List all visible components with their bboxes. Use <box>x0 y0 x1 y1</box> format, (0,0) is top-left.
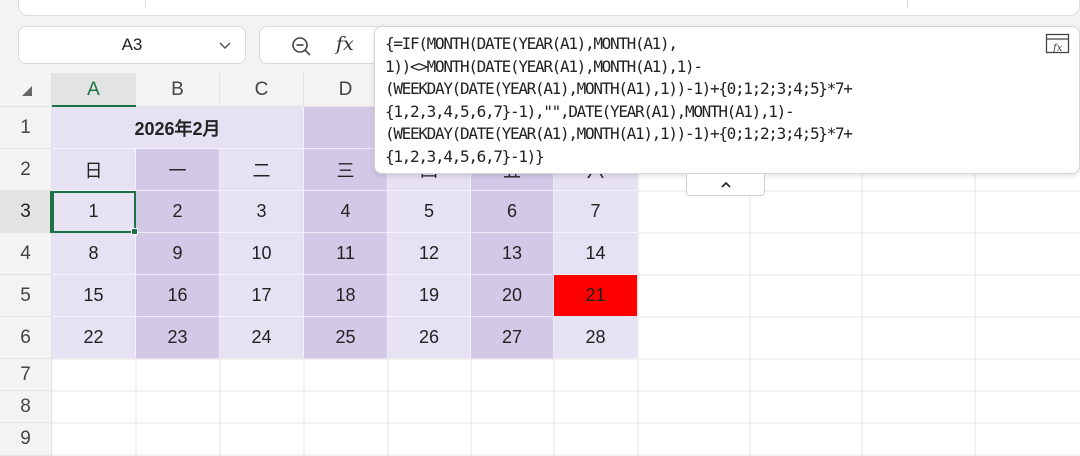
column-header-b[interactable]: B <box>136 73 220 107</box>
formula-text[interactable]: {=IF(MONTH(DATE(YEAR(A1),MONTH(A1), 1))<… <box>385 33 853 168</box>
name-box-value: A3 <box>121 35 143 54</box>
row-header-6[interactable]: 6 <box>0 317 52 359</box>
formula-line: {1,2,3,4,5,6,7}-1),"",DATE(YEAR(A1),MONT… <box>385 101 795 121</box>
top-toolbar-strip <box>18 0 1080 16</box>
column-header-c[interactable]: C <box>220 73 304 107</box>
spreadsheet-grid[interactable]: A B C D 1 2 3 4 5 6 7 8 9 2026年2月 日 一 二 … <box>0 73 1080 456</box>
formula-line: (WEEKDAY(DATE(YEAR(A1),MONTH(A1),1))-1)+… <box>385 124 853 143</box>
row-header-1[interactable]: 1 <box>0 107 52 149</box>
date-cell[interactable]: 28 <box>554 317 638 359</box>
zoom-icon[interactable] <box>290 35 312 57</box>
date-cell[interactable]: 24 <box>220 317 304 359</box>
date-cell[interactable]: 23 <box>136 317 220 359</box>
date-cell[interactable]: 15 <box>52 275 136 317</box>
date-cell[interactable]: 8 <box>52 233 136 275</box>
date-cell[interactable]: 11 <box>304 233 388 275</box>
formula-line: 1))<>MONTH(DATE(YEAR(A1),MONTH(A1),1)- <box>385 56 703 76</box>
fx-expand-icon[interactable]: fx <box>1045 33 1071 55</box>
chevron-up-icon <box>720 181 731 188</box>
date-cell[interactable]: 27 <box>471 317 554 359</box>
weekday-header[interactable]: 二 <box>220 149 304 191</box>
calendar-title-cell[interactable]: 2026年2月 <box>52 107 304 149</box>
select-all-corner[interactable] <box>0 73 52 107</box>
date-cell[interactable]: 2 <box>136 191 220 233</box>
date-cell[interactable]: 18 <box>304 275 388 317</box>
date-cell[interactable]: 20 <box>471 275 554 317</box>
date-cell[interactable]: 26 <box>388 317 471 359</box>
row-header-3[interactable]: 3 <box>0 191 52 233</box>
row-header-8[interactable]: 8 <box>0 391 52 423</box>
date-cell[interactable]: 19 <box>388 275 471 317</box>
formula-bar[interactable]: {=IF(MONTH(DATE(YEAR(A1),MONTH(A1), 1))<… <box>374 26 1080 174</box>
date-cell[interactable]: 16 <box>136 275 220 317</box>
insert-function-button[interactable]: fx <box>336 33 354 55</box>
formula-line: (WEEKDAY(DATE(YEAR(A1),MONTH(A1),1))-1)+… <box>385 79 853 98</box>
weekday-header[interactable]: 一 <box>136 149 220 191</box>
selected-column-indicator <box>52 105 136 107</box>
toolbar-divider <box>907 0 908 8</box>
row-header-7[interactable]: 7 <box>0 359 52 391</box>
select-all-triangle-icon <box>22 86 32 96</box>
svg-text:fx: fx <box>1052 43 1063 54</box>
formula-bar-collapse-button[interactable] <box>686 174 765 196</box>
chevron-down-icon[interactable] <box>217 37 233 53</box>
date-cell[interactable]: 10 <box>220 233 304 275</box>
date-cell[interactable]: 17 <box>220 275 304 317</box>
row-header-2[interactable]: 2 <box>0 149 52 191</box>
date-cell-active[interactable]: 1 <box>52 191 138 235</box>
date-cell[interactable]: 5 <box>388 191 471 233</box>
date-cell[interactable]: 6 <box>471 191 554 233</box>
date-cell[interactable]: 25 <box>304 317 388 359</box>
date-cell[interactable]: 9 <box>136 233 220 275</box>
selected-row-indicator <box>50 191 52 233</box>
date-cell[interactable]: 14 <box>554 233 638 275</box>
row-header-5[interactable]: 5 <box>0 275 52 317</box>
column-header-a[interactable]: A <box>52 73 136 107</box>
date-cell[interactable]: 4 <box>304 191 388 233</box>
row-header-9[interactable]: 9 <box>0 423 52 456</box>
toolbar-divider <box>145 0 146 8</box>
formula-tools: fx <box>259 26 379 64</box>
formula-line: {=IF(MONTH(DATE(YEAR(A1),MONTH(A1), <box>385 34 678 53</box>
name-box[interactable]: A3 <box>18 26 246 64</box>
date-cell-highlighted[interactable]: 21 <box>554 275 638 317</box>
date-cell[interactable]: 3 <box>220 191 304 233</box>
formula-line: {1,2,3,4,5,6,7}-1)} <box>385 146 545 166</box>
row-header-4[interactable]: 4 <box>0 233 52 275</box>
date-cell[interactable]: 13 <box>471 233 554 275</box>
weekday-header[interactable]: 日 <box>52 149 136 191</box>
date-cell[interactable]: 12 <box>388 233 471 275</box>
